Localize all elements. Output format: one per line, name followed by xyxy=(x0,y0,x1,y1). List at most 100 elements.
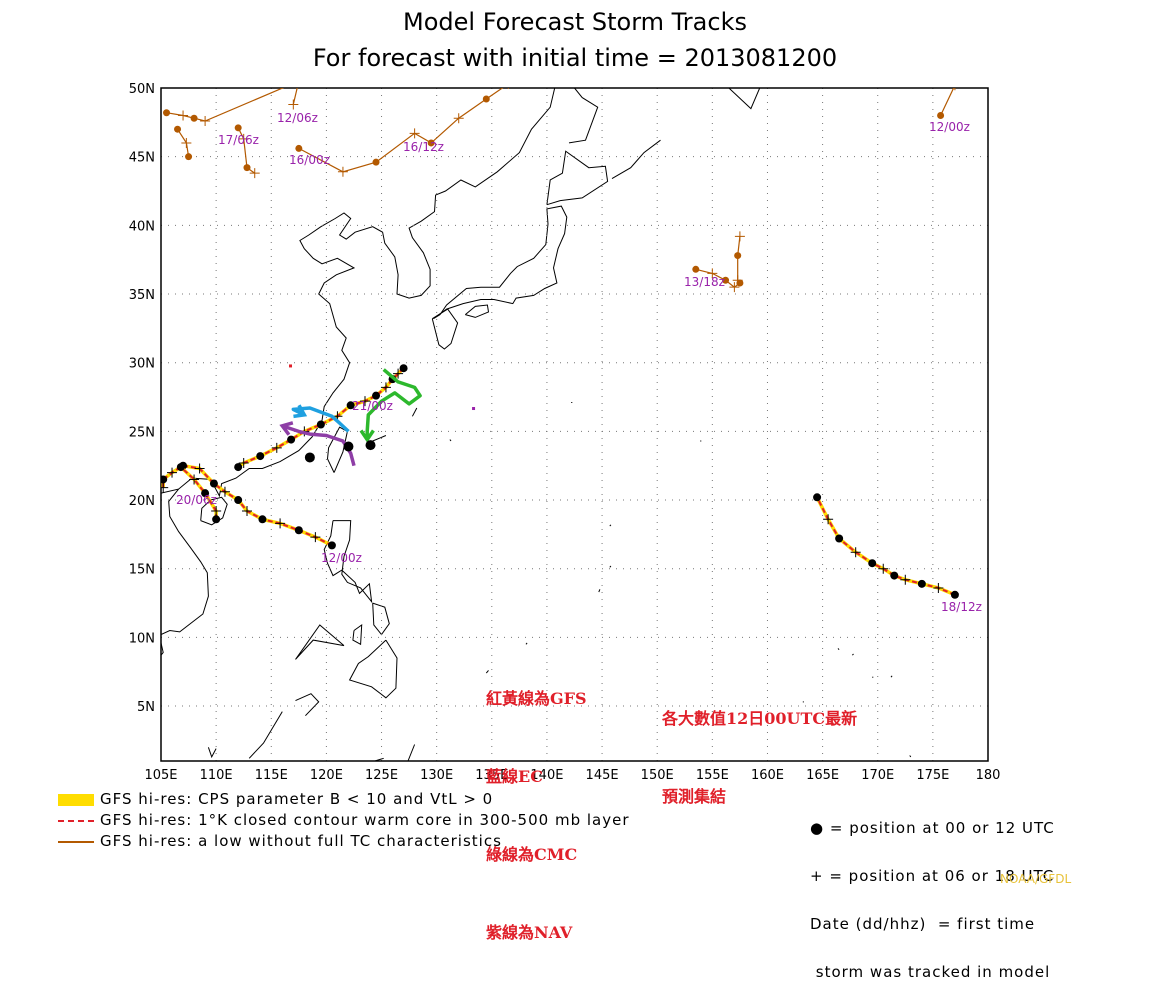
lat-tick-label: 5N xyxy=(137,700,155,715)
coastline xyxy=(431,308,459,350)
gfs-low-track-line xyxy=(940,88,955,116)
gfs-warm-core-track-line xyxy=(816,496,956,596)
track-point-06-18-utc xyxy=(310,532,321,543)
track-point-06-18-utc xyxy=(238,133,249,144)
coastline xyxy=(352,623,363,646)
lon-tick-label: 130E xyxy=(420,768,453,783)
track-point-00-12-utc xyxy=(161,475,168,484)
chart-title-line-2: For forecast with initial time = 2013081… xyxy=(312,44,838,72)
legend-item-yellow: GFS hi-res: CPS parameter B < 10 and VtL… xyxy=(58,790,493,808)
track-point-06-18-utc xyxy=(453,113,464,124)
coastline xyxy=(295,624,345,660)
lat-tick-label: 10N xyxy=(129,631,155,646)
nav-track-arrow xyxy=(279,421,294,436)
coastline xyxy=(837,648,840,651)
track-point-06-18-utc xyxy=(954,88,956,91)
lon-tick-label: 160E xyxy=(751,768,784,783)
track-point-00-12-utc xyxy=(234,124,242,132)
track-point-06-18-utc xyxy=(732,275,743,286)
storm-tracks xyxy=(161,78,959,599)
key-line-dot: ● = position at 00 or 12 UTC xyxy=(810,819,1055,837)
gfs-warm-core-track-line xyxy=(237,367,405,468)
red-dashed-line-icon xyxy=(58,819,94,822)
coastline xyxy=(207,747,217,759)
legend-label: GFS hi-res: a low without full TC charac… xyxy=(100,832,502,850)
isolated-marker xyxy=(472,407,476,411)
track-point-00-12-utc xyxy=(917,579,926,588)
gfs-cps-track-line xyxy=(815,496,956,597)
lon-tick-label: 155E xyxy=(696,768,729,783)
track-first-time-label: 16/12z xyxy=(403,140,444,154)
track-point-00-12-utc xyxy=(372,391,381,400)
model-color-notes: 紅黃線為GFS 藍線EC 綠線為CMC 紫線為NAV xyxy=(486,634,587,972)
lat-tick-label: 50N xyxy=(129,82,155,97)
track-first-time-label: 12/00z xyxy=(929,120,970,134)
lon-tick-label: 105E xyxy=(144,768,177,783)
track-point-00-12-utc xyxy=(294,526,303,535)
track-point-06-18-utc xyxy=(850,547,861,558)
coastline xyxy=(609,524,612,527)
track-first-time-label: 13/18z xyxy=(684,275,725,289)
track-point-00-12-utc xyxy=(316,420,325,429)
track-point-00-12-utc xyxy=(176,463,185,472)
track-point-06-18-utc xyxy=(211,506,222,517)
lon-tick-label: 120E xyxy=(310,768,343,783)
coastline xyxy=(598,589,601,593)
track-first-time-label: 12/00z xyxy=(321,551,362,565)
coastline xyxy=(449,439,452,442)
ensemble-note-line-2: 預測集結 xyxy=(662,787,727,806)
track-point-06-18-utc xyxy=(242,506,253,517)
key-line-tracked: storm was tracked in model xyxy=(810,963,1051,981)
track-point-00-12-utc xyxy=(163,109,171,117)
cmc-track-arrow xyxy=(359,429,375,443)
track-point-06-18-utc xyxy=(933,582,944,593)
track-point-06-18-utc xyxy=(181,137,192,148)
lat-tick-label: 40N xyxy=(129,219,155,234)
coastline xyxy=(546,150,609,206)
track-point-06-18-utc xyxy=(393,368,404,379)
coastline xyxy=(464,304,490,318)
track-point-00-12-utc xyxy=(190,114,198,122)
track-first-time-label: 16/00z xyxy=(289,153,330,167)
track-point-06-18-utc xyxy=(189,474,200,485)
map-frame xyxy=(160,87,989,762)
coastline xyxy=(411,407,418,417)
track-point-00-12-utc xyxy=(327,541,336,550)
coastline xyxy=(372,435,387,442)
track-point-00-12-utc xyxy=(372,158,380,166)
track-point-00-12-utc xyxy=(950,590,959,599)
track-point-06-18-utc xyxy=(359,396,370,407)
storm-start-dot xyxy=(343,441,354,452)
track-first-time-label: 21/00z xyxy=(352,399,393,413)
track-point-06-18-utc xyxy=(337,166,348,177)
track-first-time-label: 20/06z xyxy=(176,493,217,507)
track-point-00-12-utc xyxy=(813,493,822,502)
note-cmc: 綠線為CMC xyxy=(486,845,578,864)
track-point-00-12-utc xyxy=(234,463,243,472)
track-point-00-12-utc xyxy=(295,78,302,85)
yellow-swatch-icon xyxy=(58,793,94,806)
track-point-06-18-utc xyxy=(178,110,189,121)
track-first-time-label: 18/12z xyxy=(941,600,982,614)
gfs-warm-core-track-line xyxy=(180,466,218,520)
track-point-00-12-utc xyxy=(346,401,355,410)
lat-tick-label: 35N xyxy=(129,288,155,303)
track-point-00-12-utc xyxy=(692,265,700,273)
nav-track-line xyxy=(281,424,356,467)
lon-tick-label: 125E xyxy=(365,768,398,783)
coastline xyxy=(372,602,390,636)
track-point-06-18-utc xyxy=(900,574,911,585)
chart-title-line-1: Model Forecast Storm Tracks xyxy=(403,8,747,36)
track-first-time-label: 12/06z xyxy=(277,111,318,125)
storm-start-dot xyxy=(304,452,315,463)
lon-tick-label: 180 xyxy=(976,768,1001,783)
track-point-00-12-utc xyxy=(890,571,899,580)
storm-start-dot xyxy=(365,440,376,451)
lon-tick-label: 150E xyxy=(641,768,674,783)
legend-label: GFS hi-res: CPS parameter B < 10 and VtL… xyxy=(100,790,494,808)
coastline xyxy=(295,693,320,717)
coastline xyxy=(485,670,489,674)
credit-label: NOAA/GFDL xyxy=(1000,872,1072,886)
track-point-00-12-utc xyxy=(937,111,945,119)
lat-lon-grid xyxy=(161,88,988,761)
